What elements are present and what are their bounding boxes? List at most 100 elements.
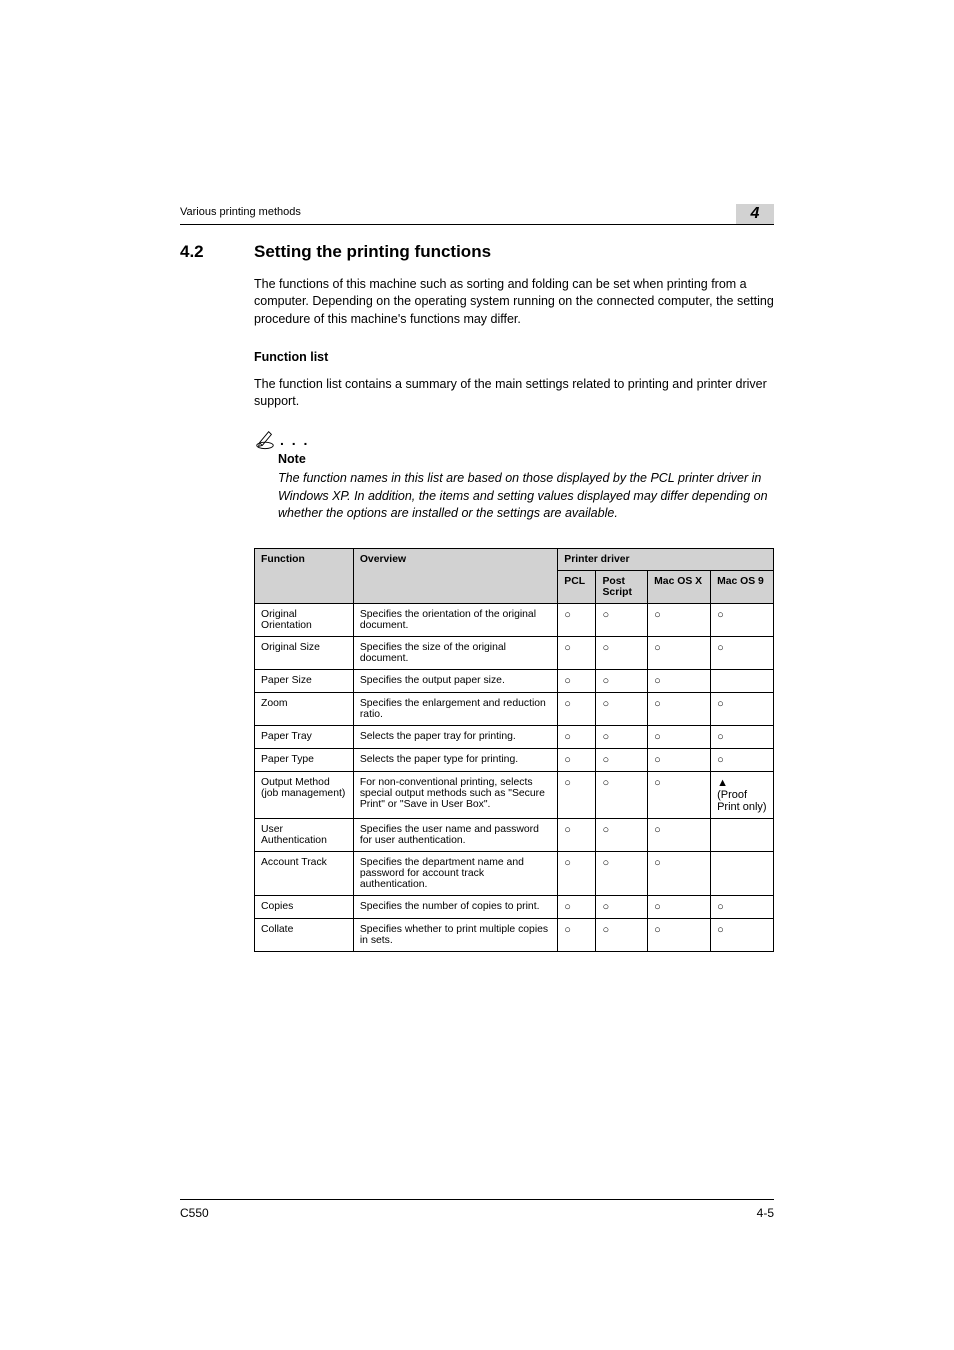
table-row: CollateSpecifies whether to print multip… [255, 919, 774, 952]
chapter-number: 4 [751, 205, 760, 223]
table-cell: Specifies the number of copies to print. [353, 896, 557, 919]
th-ps: Post Script [596, 571, 648, 604]
table-cell: Paper Tray [255, 726, 354, 749]
table-cell: Specifies the department name and passwo… [353, 852, 557, 896]
table-row: ZoomSpecifies the enlargement and reduct… [255, 693, 774, 726]
table-cell: Paper Size [255, 670, 354, 693]
section-heading: 4.2 Setting the printing functions [180, 242, 774, 262]
table-cell: ○ [558, 749, 596, 772]
table-cell: User Authentication [255, 819, 354, 852]
table-cell [711, 819, 774, 852]
footer-page: 4-5 [757, 1206, 774, 1220]
table-cell: ○ [596, 852, 648, 896]
table-cell: ○ [558, 772, 596, 819]
running-header: Various printing methods [180, 206, 301, 218]
table-row: Paper TraySelects the paper tray for pri… [255, 726, 774, 749]
table-body: Original OrientationSpecifies the orient… [255, 604, 774, 952]
table-row: CopiesSpecifies the number of copies to … [255, 896, 774, 919]
table-cell: ○ [596, 726, 648, 749]
note-ellipsis-icon: . . . [280, 432, 309, 448]
table-cell: Specifies the size of the original docum… [353, 637, 557, 670]
th-driver: Printer driver [558, 549, 774, 571]
table-cell: Copies [255, 896, 354, 919]
table-cell: ○ [558, 919, 596, 952]
table-cell: Specifies the enlargement and reduction … [353, 693, 557, 726]
table-cell: Original Orientation [255, 604, 354, 637]
table-cell: ○ [558, 852, 596, 896]
table-row: Paper TypeSelects the paper type for pri… [255, 749, 774, 772]
th-macx: Mac OS X [648, 571, 711, 604]
table-cell: ○ [558, 604, 596, 637]
note-icon-row: . . . [254, 428, 774, 450]
table-cell: Paper Type [255, 749, 354, 772]
table-cell: ○ [558, 637, 596, 670]
table-cell: ○ [648, 749, 711, 772]
table-cell: ○ [596, 637, 648, 670]
table-cell: ○ [596, 772, 648, 819]
table-cell: ○ [648, 670, 711, 693]
table-cell: ○ [648, 852, 711, 896]
table-cell: ○ [648, 637, 711, 670]
table-cell: Specifies the output paper size. [353, 670, 557, 693]
table-cell: ○ [596, 670, 648, 693]
table-cell: Specifies the user name and password for… [353, 819, 557, 852]
note-text: The function names in this list are base… [278, 470, 774, 522]
section-title: Setting the printing functions [254, 242, 491, 262]
table-cell: For non-conventional printing, selects s… [353, 772, 557, 819]
table-cell: ○ [596, 819, 648, 852]
table-cell: ○ [596, 693, 648, 726]
table-cell: ○ [558, 693, 596, 726]
table-head: Function Overview Printer driver PCL Pos… [255, 549, 774, 604]
table-cell: Collate [255, 919, 354, 952]
table-cell [711, 852, 774, 896]
table-cell: Zoom [255, 693, 354, 726]
header-rule [180, 224, 774, 225]
table-cell: ○ [596, 749, 648, 772]
table-cell: ○ [648, 919, 711, 952]
table-cell: Account Track [255, 852, 354, 896]
table-row: Account TrackSpecifies the department na… [255, 852, 774, 896]
page: Various printing methods 4 4.2 Setting t… [0, 0, 954, 1350]
table-cell: ○ [711, 726, 774, 749]
table-row: Paper SizeSpecifies the output paper siz… [255, 670, 774, 693]
pencil-icon [254, 428, 276, 450]
table-cell: Specifies the orientation of the origina… [353, 604, 557, 637]
table-cell: ○ [558, 670, 596, 693]
note-label: Note [278, 452, 774, 466]
content: 4.2 Setting the printing functions The f… [180, 242, 774, 952]
table-cell: ○ [596, 919, 648, 952]
function-list-intro: The function list contains a summary of … [254, 376, 774, 411]
table-cell: ○ [711, 693, 774, 726]
table-cell: ○ [558, 896, 596, 919]
table-cell: ○ [648, 726, 711, 749]
table-cell: ○ [648, 604, 711, 637]
table-row: Original SizeSpecifies the size of the o… [255, 637, 774, 670]
section-number: 4.2 [180, 242, 236, 262]
table-cell: ○ [711, 749, 774, 772]
table-cell: Selects the paper tray for printing. [353, 726, 557, 749]
table-row: Original OrientationSpecifies the orient… [255, 604, 774, 637]
footer-model: C550 [180, 1206, 209, 1220]
th-pcl: PCL [558, 571, 596, 604]
function-table: Function Overview Printer driver PCL Pos… [254, 548, 774, 952]
table-cell: ○ [711, 919, 774, 952]
table-cell: ○ [711, 604, 774, 637]
th-overview: Overview [353, 549, 557, 604]
section-intro: The functions of this machine such as so… [254, 276, 774, 328]
note-block: . . . Note The function names in this li… [254, 428, 774, 522]
chapter-number-box: 4 [736, 204, 774, 224]
table-cell: Output Method (job management) [255, 772, 354, 819]
table-cell [711, 670, 774, 693]
table-cell: ○ [558, 726, 596, 749]
table-cell: Selects the paper type for printing. [353, 749, 557, 772]
table-cell: ○ [648, 819, 711, 852]
page-footer: C550 4-5 [180, 1199, 774, 1220]
th-mac9: Mac OS 9 [711, 571, 774, 604]
function-list-heading: Function list [254, 350, 774, 364]
th-function: Function [255, 549, 354, 604]
table-cell: ○ [711, 637, 774, 670]
table-cell: ▲(Proof Print only) [711, 772, 774, 819]
table-cell: ○ [648, 896, 711, 919]
table-row: Output Method (job management)For non-co… [255, 772, 774, 819]
table-cell: ○ [596, 896, 648, 919]
